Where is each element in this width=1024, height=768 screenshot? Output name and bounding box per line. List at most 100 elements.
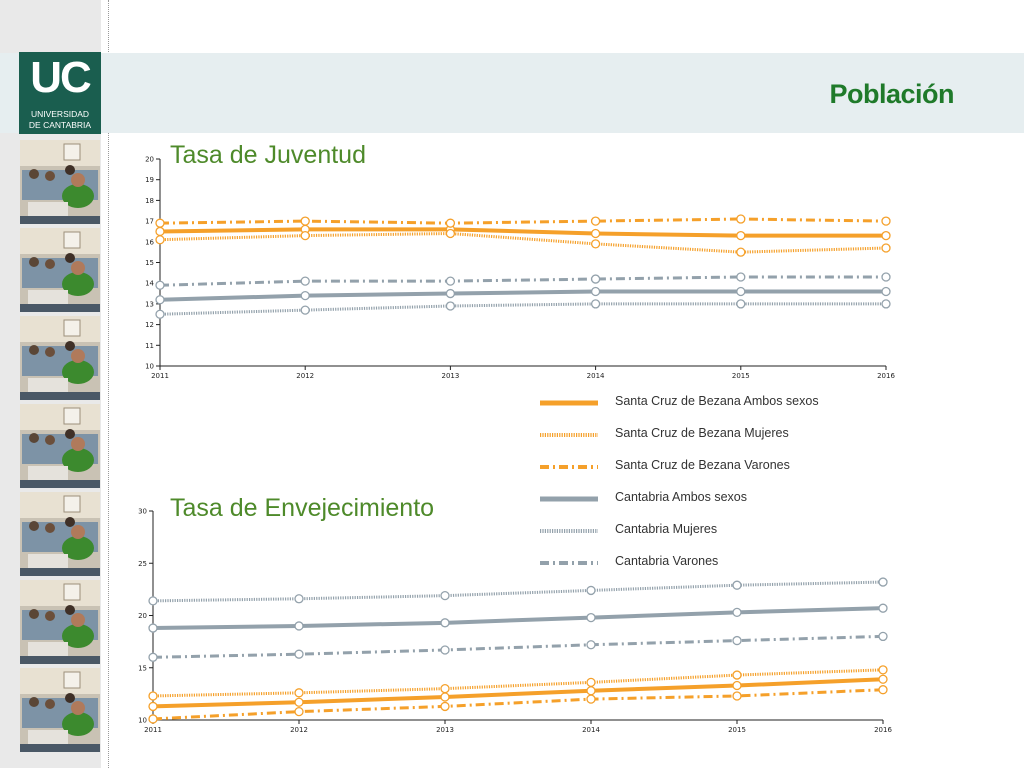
legend-label: Santa Cruz de Bezana Varones	[615, 458, 790, 472]
x-tick-label: 2013	[441, 372, 459, 380]
legend-label: Cantabria Mujeres	[615, 522, 718, 536]
data-point	[586, 686, 596, 696]
data-point	[732, 580, 742, 590]
data-point	[590, 239, 601, 249]
y-tick-label: 16	[145, 238, 154, 246]
series-line	[159, 289, 886, 302]
data-point	[586, 612, 596, 623]
data-point	[586, 585, 596, 596]
photo-strip	[20, 140, 100, 756]
y-tick-label: 20	[145, 156, 154, 164]
x-tick-label: 2012	[290, 726, 308, 734]
data-point	[148, 701, 158, 712]
data-point	[294, 594, 304, 604]
legend-item: Cantabria Mujeres	[538, 521, 898, 539]
x-tick-label: 2016	[877, 372, 895, 380]
data-point	[294, 697, 304, 707]
legend-swatch	[540, 400, 598, 406]
data-point	[732, 670, 742, 680]
data-point	[155, 309, 165, 319]
x-tick-label: 2016	[874, 726, 892, 734]
logo-text: UC	[30, 53, 92, 102]
data-point	[732, 607, 742, 618]
data-point	[586, 694, 596, 704]
data-point	[878, 603, 888, 613]
legend-item: Cantabria Varones	[538, 553, 898, 571]
data-point	[586, 677, 596, 688]
legend-item: Cantabria Ambos sexos	[538, 489, 898, 507]
legend-swatch	[540, 561, 598, 565]
data-point	[300, 276, 310, 286]
data-point	[300, 230, 310, 241]
data-point	[440, 590, 450, 601]
y-tick-label: 12	[145, 321, 154, 329]
series-line	[152, 634, 884, 659]
data-point	[878, 577, 888, 587]
chart-title-juventud: Tasa de Juventud	[170, 141, 366, 169]
data-point	[878, 685, 888, 695]
data-point	[300, 216, 310, 226]
x-tick-label: 2011	[144, 726, 162, 734]
y-tick-label: 10	[145, 363, 154, 371]
data-point	[148, 691, 158, 701]
y-tick-label: 15	[145, 259, 154, 267]
data-point	[732, 691, 742, 701]
data-point	[736, 214, 746, 224]
y-tick-label: 15	[138, 664, 147, 672]
y-tick-label: 20	[138, 612, 147, 620]
legend-item: Santa Cruz de Bezana Mujeres	[538, 425, 898, 443]
data-point	[148, 652, 158, 662]
data-point	[445, 301, 456, 311]
data-point	[881, 243, 891, 253]
series-line	[159, 217, 887, 225]
series-line	[152, 580, 884, 603]
legend-swatch	[540, 465, 598, 469]
data-point	[148, 596, 158, 606]
classroom-photo	[20, 316, 100, 400]
x-tick-label: 2015	[728, 726, 746, 734]
y-tick-label: 25	[138, 560, 147, 568]
data-point	[881, 272, 891, 282]
data-point	[155, 295, 165, 305]
legend-item: Santa Cruz de Bezana Ambos sexos	[538, 393, 898, 411]
y-tick-label: 19	[145, 176, 154, 184]
data-point	[294, 688, 304, 698]
data-point	[586, 640, 596, 650]
divider-line	[108, 0, 109, 768]
series-line	[152, 688, 884, 721]
x-tick-label: 2014	[587, 372, 605, 380]
data-point	[736, 247, 746, 257]
data-point	[440, 618, 450, 628]
data-point	[300, 305, 310, 315]
data-point	[736, 230, 746, 241]
legend-label: Santa Cruz de Bezana Mujeres	[615, 426, 789, 440]
data-point	[300, 290, 310, 301]
legend-swatch	[540, 529, 598, 533]
data-point	[294, 649, 304, 659]
logo-line-2: DE CANTABRIA	[28, 120, 92, 130]
chart-title-envejecimiento: Tasa de Envejecimiento	[170, 494, 435, 522]
data-point	[736, 286, 746, 297]
data-point	[590, 286, 601, 297]
series-line	[152, 606, 884, 631]
data-point	[445, 288, 456, 299]
x-tick-label: 2013	[436, 726, 454, 734]
data-point	[590, 274, 601, 284]
data-point	[440, 645, 450, 655]
data-point	[590, 299, 601, 309]
series-line	[159, 227, 886, 238]
data-point	[155, 235, 165, 245]
series-line	[159, 302, 886, 316]
data-point	[732, 635, 742, 646]
y-tick-label: 10	[138, 717, 147, 725]
x-tick-label: 2014	[582, 726, 600, 734]
legend-swatch	[540, 496, 598, 502]
classroom-photo	[20, 140, 100, 224]
logo-line-1: UNIVERSIDAD	[30, 109, 90, 119]
data-point	[440, 692, 450, 702]
data-point	[148, 714, 158, 724]
data-point	[881, 286, 891, 297]
data-point	[732, 680, 742, 691]
data-point	[878, 665, 888, 675]
